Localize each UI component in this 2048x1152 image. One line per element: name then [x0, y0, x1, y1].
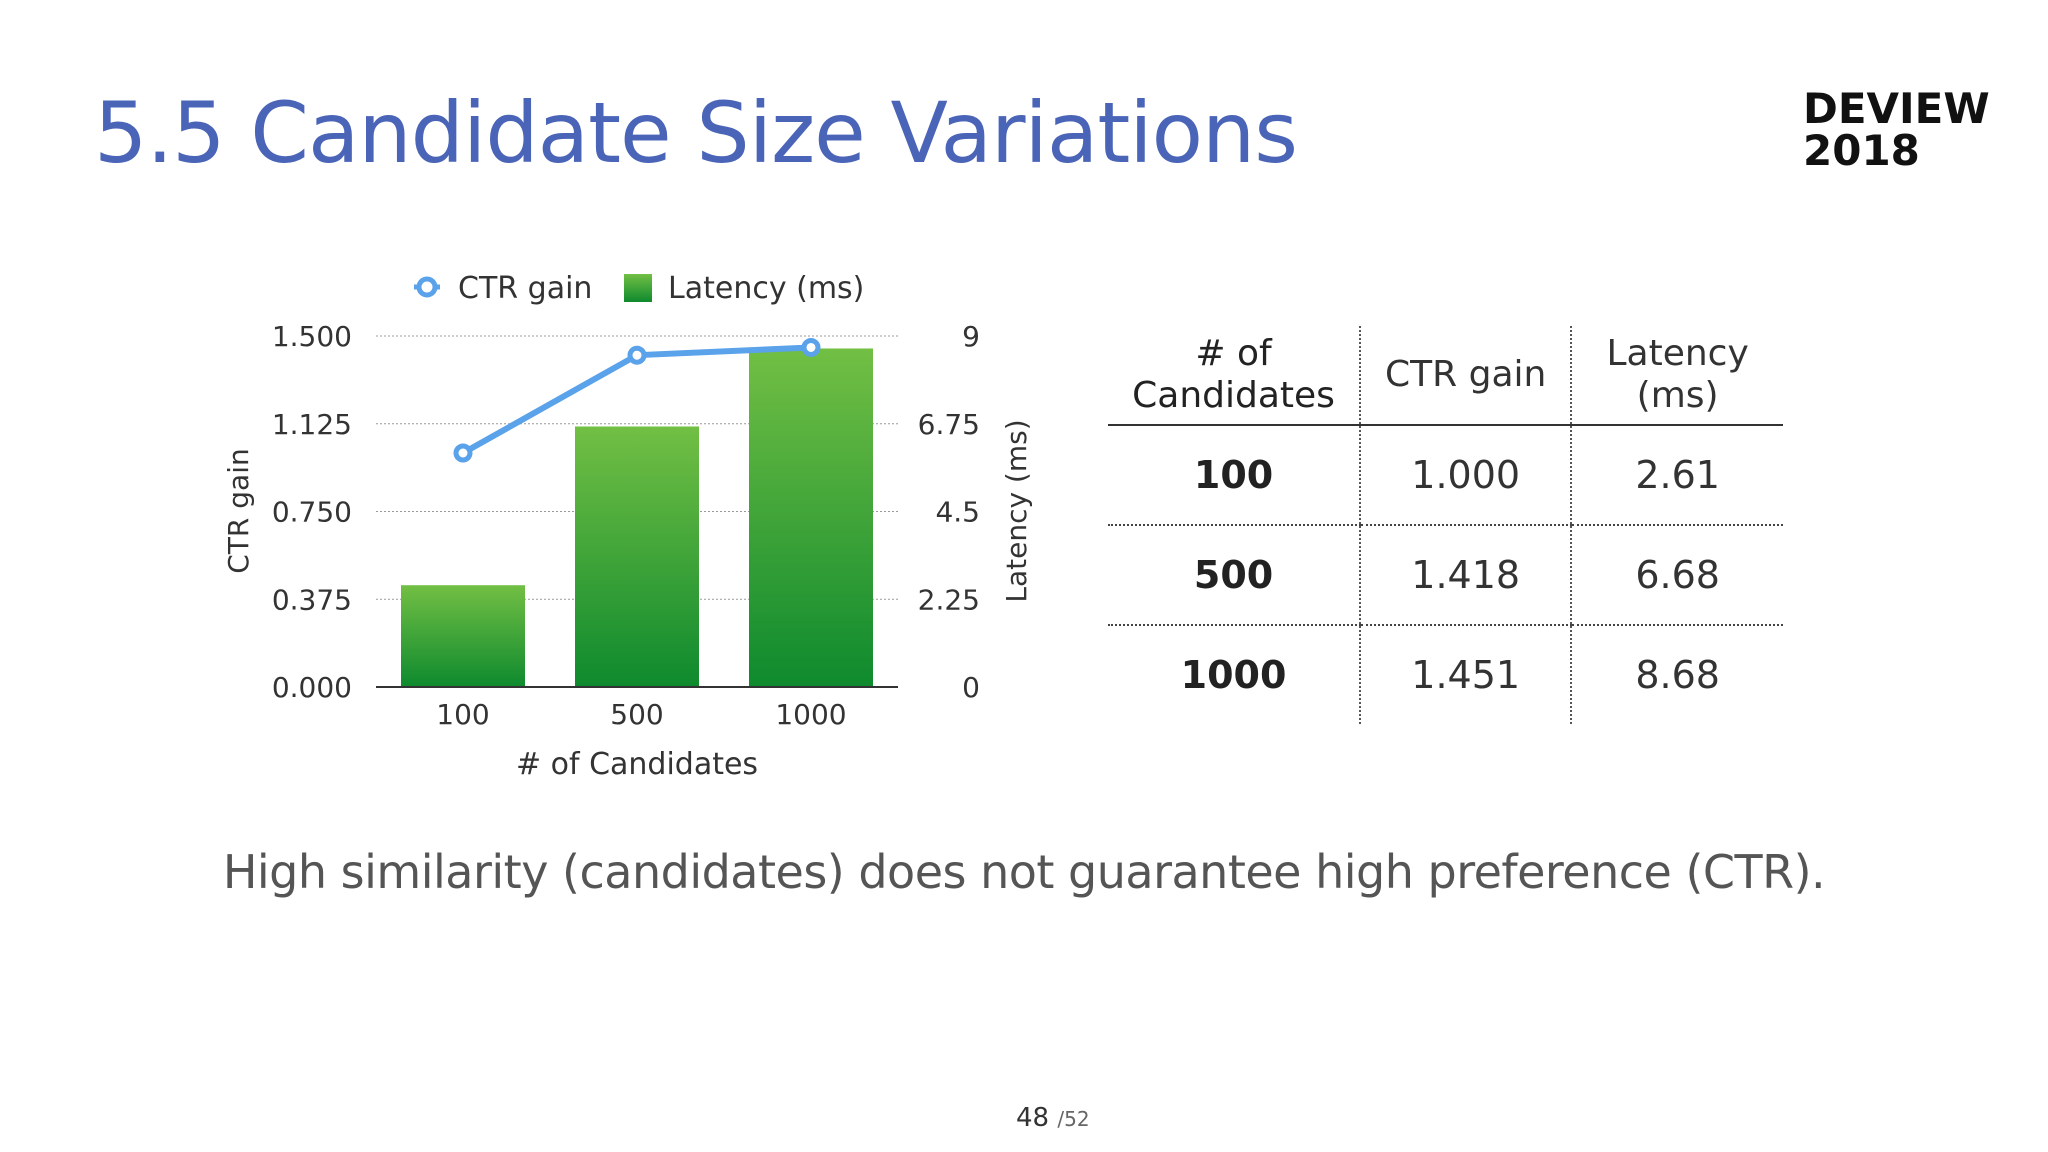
y-tick-right: 4.5 [935, 496, 980, 529]
slide-title: 5.5 Candidate Size Variations [94, 84, 1298, 182]
legend-ctr-marker [416, 276, 438, 298]
header-ctr-gain: CTR gain [1359, 326, 1572, 426]
x-tick-label: 1000 [775, 698, 846, 731]
page-total: /52 [1057, 1107, 1090, 1131]
y-tick-left: 1.125 [272, 408, 352, 441]
cell-candidates: 500 [1108, 525, 1361, 626]
brand-line-2: 2018 [1803, 126, 1920, 175]
table-header-row: # of Candidates CTR gain Latency (ms) [1108, 326, 1783, 426]
y-tick-right: 2.25 [918, 583, 980, 616]
ctr-gain-point [627, 345, 647, 365]
brand-logo: DEVIEW 2018 [1803, 88, 1990, 172]
cell-ctr: 1.418 [1359, 525, 1572, 626]
cell-latency: 2.61 [1570, 425, 1783, 526]
header-candidates: # of Candidates [1108, 326, 1361, 426]
page-current: 48 [1016, 1103, 1050, 1133]
page-number: 48 /52 [1016, 1103, 1090, 1133]
y-tick-left: 0.750 [272, 496, 352, 529]
x-tick-label: 500 [610, 698, 663, 731]
table-row: 1000 1.451 8.68 [1108, 625, 1783, 724]
latency-bar [401, 585, 525, 687]
y-tick-left: 0.000 [272, 671, 352, 704]
cell-ctr: 1.000 [1359, 425, 1572, 526]
cell-candidates: 1000 [1180, 653, 1287, 697]
legend-ctr-label: CTR gain [458, 271, 592, 306]
latency-bar [575, 426, 699, 687]
combo-chart: 0.000 0 0.375 2.25 0.750 4.5 1.125 6.75 1.500 9 10… [222, 271, 1033, 782]
legend-latency-swatch [624, 274, 652, 302]
latency-bar [749, 348, 873, 687]
y-tick-right: 9 [962, 320, 980, 353]
table-row: 500 1.418 6.68 [1108, 525, 1783, 626]
x-axis-title: # of Candidates [516, 747, 758, 782]
ctr-gain-point [453, 443, 473, 463]
table-row: 100 1.000 2.61 [1108, 425, 1783, 526]
cell-ctr: 1.451 [1359, 625, 1572, 724]
header-latency: Latency (ms) [1570, 326, 1783, 426]
y-tick-left: 1.500 [272, 320, 352, 353]
y-tick-left: 0.375 [272, 583, 352, 616]
cell-latency: 8.68 [1570, 625, 1783, 724]
cell-candidates: 100 [1108, 425, 1361, 526]
y-axis-title-left: CTR gain [222, 448, 255, 573]
legend-latency-label: Latency (ms) [668, 271, 864, 306]
y-tick-right: 6.75 [918, 408, 980, 441]
ctr-gain-point [801, 337, 821, 357]
y-tick-right: 0 [962, 671, 980, 704]
brand-line-1: DEVIEW [1803, 84, 1990, 133]
results-table: # of Candidates CTR gain Latency (ms) 10… [1108, 326, 1783, 724]
slide-caption: High similarity (candidates) does not gu… [222, 845, 1826, 899]
y-axis-title-right: Latency (ms) [1000, 419, 1033, 602]
x-tick-label: 100 [436, 698, 489, 731]
cell-latency: 6.68 [1570, 525, 1783, 626]
